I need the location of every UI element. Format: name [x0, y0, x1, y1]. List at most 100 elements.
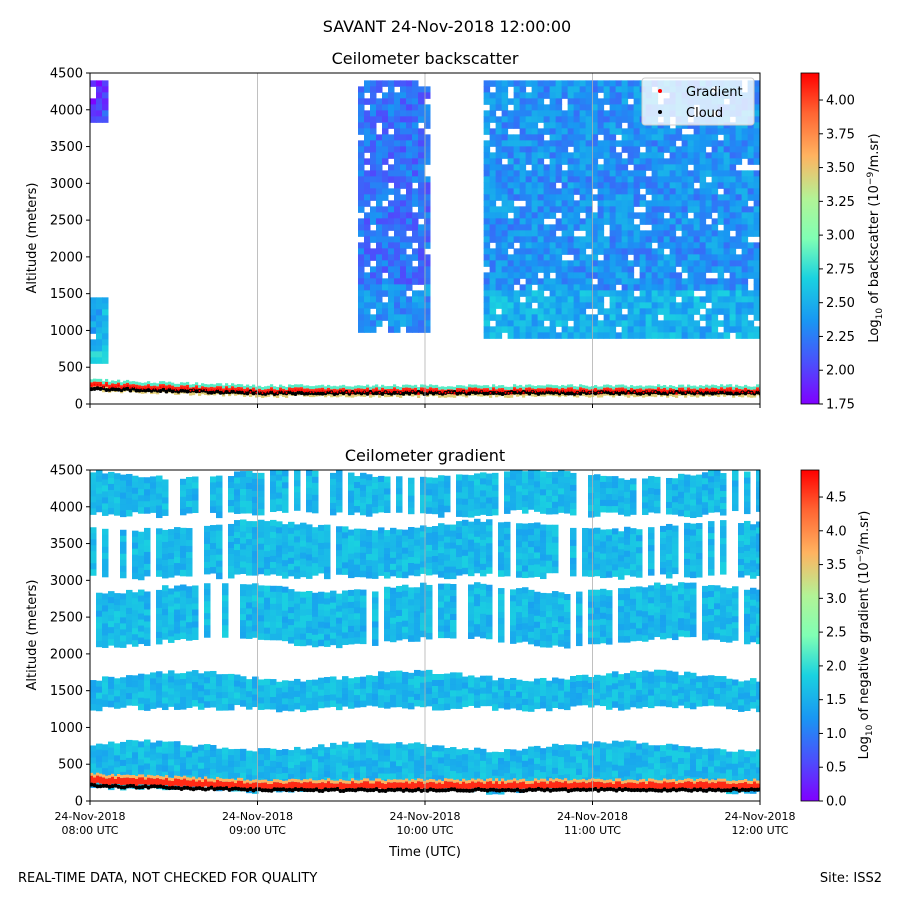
backscatter-cell [382, 122, 389, 129]
backscatter-cell [382, 230, 389, 237]
gradient-cell [420, 555, 427, 562]
backscatter-cell [549, 326, 557, 333]
backscatter-cell [228, 385, 232, 389]
backscatter-cell [645, 164, 653, 171]
backscatter-cell [513, 320, 521, 327]
gradient-point [276, 391, 279, 394]
backscatter-cell [591, 332, 599, 339]
backscatter-cell [597, 266, 605, 273]
backscatter-cell [412, 236, 419, 243]
gradient-cell [540, 524, 547, 532]
backscatter-cell [681, 140, 689, 147]
gradient-cell [408, 477, 415, 485]
backscatter-cell [111, 380, 115, 384]
backscatter-cell [96, 321, 103, 328]
backscatter-cell [579, 110, 587, 117]
gradient-cell [114, 635, 121, 642]
gradient-cell [378, 475, 385, 483]
backscatter-cell [519, 80, 527, 87]
gradient-cell [600, 529, 607, 537]
backscatter-cell [364, 308, 371, 315]
backscatter-cell [412, 218, 419, 225]
gradient-cell [750, 560, 757, 567]
backscatter-cell [600, 394, 604, 398]
backscatter-cell [555, 290, 563, 297]
cloud-point [566, 391, 571, 396]
backscatter-cell [495, 158, 503, 165]
backscatter-cell [501, 320, 509, 327]
backscatter-cell [153, 382, 157, 386]
gradient-cell [456, 480, 463, 487]
gradient-cell [570, 502, 577, 510]
gradient-cell [444, 524, 451, 532]
backscatter-cell [651, 188, 659, 195]
gradient-cell [210, 488, 217, 495]
backscatter-cell [615, 164, 623, 171]
backscatter-cell [561, 278, 569, 285]
gradient-cell [744, 568, 751, 576]
backscatter-cell [400, 302, 407, 309]
backscatter-cell [597, 290, 605, 297]
backscatter-cell [717, 128, 725, 135]
gradient-point [489, 391, 492, 394]
backscatter-cell [561, 212, 569, 219]
gradient-cell [552, 495, 559, 503]
gradient-cell [114, 509, 121, 516]
cloud-point [743, 391, 748, 396]
backscatter-cell [483, 188, 491, 195]
backscatter-cell [621, 248, 629, 255]
gradient-cell [228, 565, 235, 573]
gradient-cell [402, 535, 409, 543]
backscatter-cell [370, 278, 377, 285]
backscatter-cell [483, 314, 491, 321]
gradient-cell [258, 525, 265, 533]
backscatter-cell [573, 236, 581, 243]
gradient-cell [588, 540, 595, 547]
gradient-cell [630, 552, 637, 559]
backscatter-cell [705, 224, 713, 231]
backscatter-cell [525, 254, 533, 261]
gradient-cell [330, 508, 337, 516]
gradient-cell [282, 554, 289, 561]
gradient-cell [486, 531, 493, 538]
gradient-cell [336, 488, 343, 495]
gradient-cell [384, 530, 391, 537]
backscatter-cell [501, 170, 509, 177]
gradient-point [117, 384, 120, 387]
backscatter-cell [723, 140, 731, 147]
gradient-cell [534, 564, 541, 571]
backscatter-cell [717, 394, 721, 398]
backscatter-cell [507, 278, 515, 285]
backscatter-cell [645, 134, 653, 141]
gradient-cell [456, 533, 463, 540]
backscatter-cell [633, 278, 641, 285]
backscatter-cell [591, 326, 599, 333]
backscatter-cell [567, 272, 575, 279]
gradient-cell [216, 493, 223, 501]
gradient-point [258, 390, 261, 393]
gradient-cell [186, 501, 193, 508]
gradient-cell [264, 551, 271, 558]
backscatter-cell [693, 385, 697, 389]
backscatter-cell [669, 236, 677, 243]
cloud-point [419, 390, 424, 395]
backscatter-cell [639, 385, 643, 389]
gradient-point [618, 389, 621, 392]
gradient-cell [132, 493, 139, 501]
backscatter-cell [537, 254, 545, 261]
backscatter-cell [633, 152, 641, 159]
gradient-cell [180, 508, 187, 516]
gradient-cell [498, 546, 505, 553]
gradient-point [528, 389, 531, 392]
gradient-cell [324, 530, 331, 538]
backscatter-cell [699, 224, 707, 231]
gradient-cell [612, 500, 619, 507]
gradient-cell [648, 494, 655, 501]
gradient-point [525, 389, 528, 392]
backscatter-cell [201, 391, 205, 395]
gradient-cell [720, 491, 727, 498]
gradient-cell [282, 542, 289, 549]
gradient-cell [426, 568, 433, 576]
backscatter-cell [543, 332, 551, 339]
gradient-field [90, 470, 760, 795]
